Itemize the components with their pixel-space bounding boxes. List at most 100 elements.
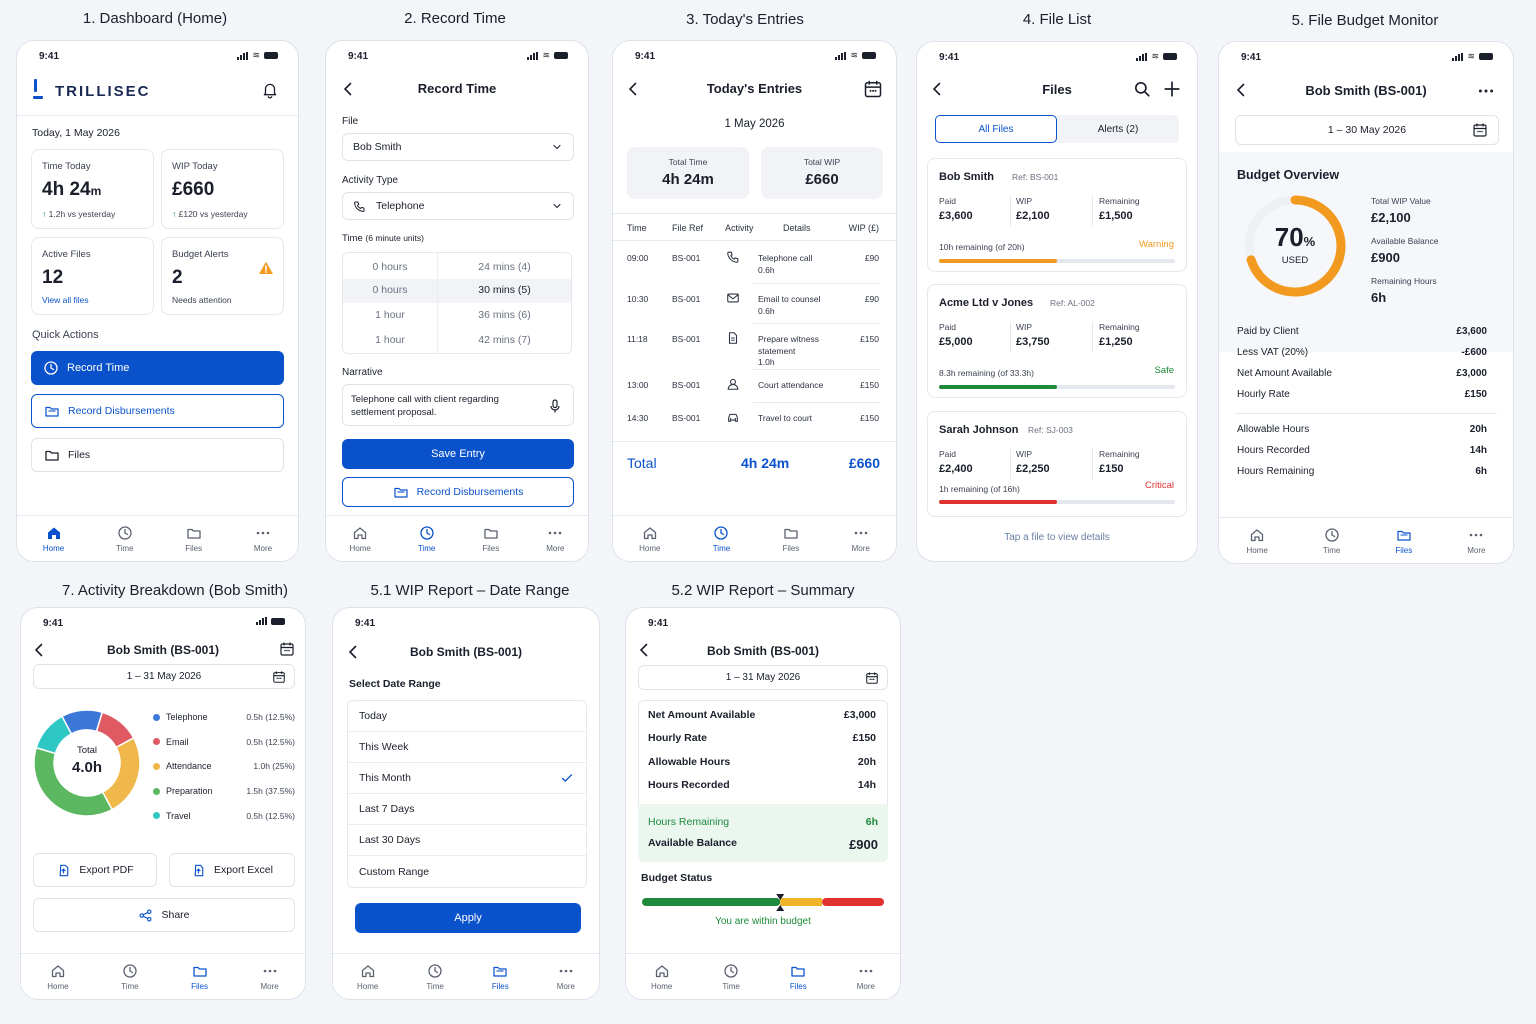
record-disbursements-button[interactable]: Record Disbursements <box>342 477 574 507</box>
legend-value: 1.5h (37.5%) <box>246 786 295 797</box>
nav-time[interactable]: Time <box>1323 527 1340 555</box>
nav-time[interactable]: Time <box>121 963 139 991</box>
nav-home[interactable]: Home <box>357 963 378 991</box>
date-range-selector[interactable]: 1 – 31 May 2026 <box>33 664 295 689</box>
export-pdf-button[interactable]: Export PDF <box>33 853 157 887</box>
nav-files[interactable]: Files <box>782 525 799 553</box>
nav-home[interactable]: Home <box>1247 527 1268 555</box>
hours-option[interactable]: 0 hours <box>372 261 408 273</box>
microphone-icon[interactable] <box>547 398 563 414</box>
nav-time[interactable]: Time <box>116 525 133 553</box>
budget-progress-fill <box>939 385 1057 389</box>
table-row[interactable]: 10:30 BS-001 Email to counsel 0.6h £90 <box>613 289 896 324</box>
wip-date-range-screen: 9:41 Bob Smith (BS-001) Select Date Rang… <box>332 607 600 1000</box>
remaining-hours-value: 6h <box>1371 290 1387 305</box>
minutes-option[interactable]: 36 mins (6) <box>478 309 531 321</box>
apply-button[interactable]: Apply <box>355 903 581 933</box>
minutes-option-selected[interactable]: 30 mins (5) <box>478 284 531 296</box>
search-icon[interactable] <box>1133 80 1151 98</box>
record-time-button[interactable]: Record Time <box>31 351 284 385</box>
date-range-selector[interactable]: 1 – 31 May 2026 <box>638 665 888 690</box>
status-bar-icons: ≋ <box>835 50 876 61</box>
date-range-value: 1 – 31 May 2026 <box>725 672 801 683</box>
save-entry-button[interactable]: Save Entry <box>342 439 574 469</box>
hours-option[interactable]: 1 hour <box>375 334 405 346</box>
hours-option[interactable]: 1 hour <box>375 309 405 321</box>
row-divider <box>753 402 880 403</box>
date-range-option[interactable]: Custom Range <box>348 856 586 887</box>
nav-home[interactable]: Home <box>651 963 672 991</box>
bottom-nav: Home Time Files More <box>21 953 305 999</box>
narrative-value: Telephone call with client regarding set… <box>351 394 499 418</box>
nav-home[interactable]: Home <box>43 525 64 553</box>
date-range-option[interactable]: Last 30 Days <box>348 825 586 856</box>
bell-icon[interactable] <box>261 81 279 99</box>
nav-more[interactable]: More <box>254 525 272 553</box>
budget-alerts-card[interactable]: Budget Alerts 2 Needs attention <box>161 237 284 315</box>
share-label: Share <box>161 909 190 921</box>
column-activity: Activity <box>725 223 754 233</box>
minutes-option[interactable]: 42 mins (7) <box>478 334 531 346</box>
figure-value: £5,000 <box>939 336 973 348</box>
tab-all-files[interactable]: All Files <box>935 115 1057 143</box>
table-row[interactable]: 14:30 BS-001 Travel to court £150 <box>613 408 896 438</box>
hours-option[interactable]: 0 hours <box>372 284 408 296</box>
figure-label: WIP <box>1016 449 1033 459</box>
wip-today-card[interactable]: WIP Today £660 ↑ £120 vs yesterday <box>161 149 284 229</box>
calendar-icon[interactable] <box>863 79 883 99</box>
nav-home[interactable]: Home <box>47 963 69 991</box>
nav-home[interactable]: Home <box>639 525 660 553</box>
table-row[interactable]: 11:18 BS-001 Prepare witness statement 1.0h £… <box>613 329 896 370</box>
screen-header: Bob Smith (BS-001) <box>106 643 219 657</box>
nav-files[interactable]: Files <box>492 963 509 991</box>
table-row[interactable]: 13:00 BS-001 Court attendance £150 <box>613 375 896 405</box>
activity-type-select[interactable]: Telephone <box>342 192 574 220</box>
nav-files[interactable]: Files <box>482 525 499 553</box>
nav-more[interactable]: More <box>260 963 279 991</box>
nav-more[interactable]: More <box>557 963 575 991</box>
nav-time[interactable]: Time <box>418 525 435 553</box>
minutes-option[interactable]: 24 mins (4) <box>478 261 531 273</box>
calendar-icon <box>272 670 286 684</box>
time-picker[interactable]: 0 hours 0 hours 1 hour 1 hour 24 mins (4… <box>342 252 572 354</box>
nav-time[interactable]: Time <box>722 963 740 991</box>
share-button[interactable]: Share <box>33 898 295 932</box>
summary-row-value: £150 <box>852 732 876 745</box>
table-row[interactable]: 09:00 BS-001 Telephone call 0.6h £90 <box>613 248 896 284</box>
file-select[interactable]: Bob Smith <box>342 133 574 161</box>
nav-files[interactable]: Files <box>185 525 202 553</box>
nav-more[interactable]: More <box>546 525 564 553</box>
nav-files[interactable]: Files <box>790 963 807 991</box>
date-range-option[interactable]: Today <box>348 701 586 732</box>
nav-time[interactable]: Time <box>713 525 730 553</box>
nav-files[interactable]: Files <box>191 963 208 991</box>
file-card[interactable]: Sarah Johnson Ref: SJ-003 Paid £2,400 WIP £2,… <box>927 411 1187 517</box>
time-today-label: Time Today <box>42 161 91 172</box>
file-card[interactable]: Acme Ltd v Jones Ref: AL-002 Paid £5,000 WIP… <box>927 284 1187 398</box>
narrative-input[interactable]: Telephone call with client regarding set… <box>342 384 574 426</box>
file-card[interactable]: Bob Smith Ref: BS-001 Paid £3,600 WIP £2,100 R… <box>927 158 1187 272</box>
nav-home[interactable]: Home <box>350 525 371 553</box>
time-today-card[interactable]: Time Today 4h 24m ↑ 1.2h vs yesterday <box>31 149 154 229</box>
view-all-files-link[interactable]: View all files <box>42 295 89 305</box>
nav-files[interactable]: Files <box>1395 527 1412 555</box>
date-range-option[interactable]: Last 7 Days <box>348 794 586 825</box>
date-range-option[interactable]: This Week <box>348 732 586 763</box>
files-button[interactable]: Files <box>31 438 284 472</box>
nav-more[interactable]: More <box>1467 527 1485 555</box>
status-bar-time: 9:41 <box>43 618 64 629</box>
date-range-option[interactable]: This Month <box>348 763 586 794</box>
add-icon[interactable] <box>1163 80 1181 98</box>
tab-alerts[interactable]: Alerts (2) <box>1057 115 1179 143</box>
date-range-selector[interactable]: 1 – 30 May 2026 <box>1235 115 1499 145</box>
summary-row-label: Allowable Hours <box>648 755 731 768</box>
active-files-card[interactable]: Active Files 12 View all files <box>31 237 154 315</box>
nav-time[interactable]: Time <box>426 963 444 991</box>
more-icon[interactable] <box>1477 82 1495 100</box>
record-disbursements-button[interactable]: Record Disbursements <box>31 394 284 428</box>
calendar-icon[interactable] <box>279 641 295 657</box>
export-excel-button[interactable]: Export Excel <box>169 853 295 887</box>
nav-more[interactable]: More <box>852 525 870 553</box>
total-time-value: 4h 24m <box>662 171 714 188</box>
nav-more[interactable]: More <box>857 963 875 991</box>
